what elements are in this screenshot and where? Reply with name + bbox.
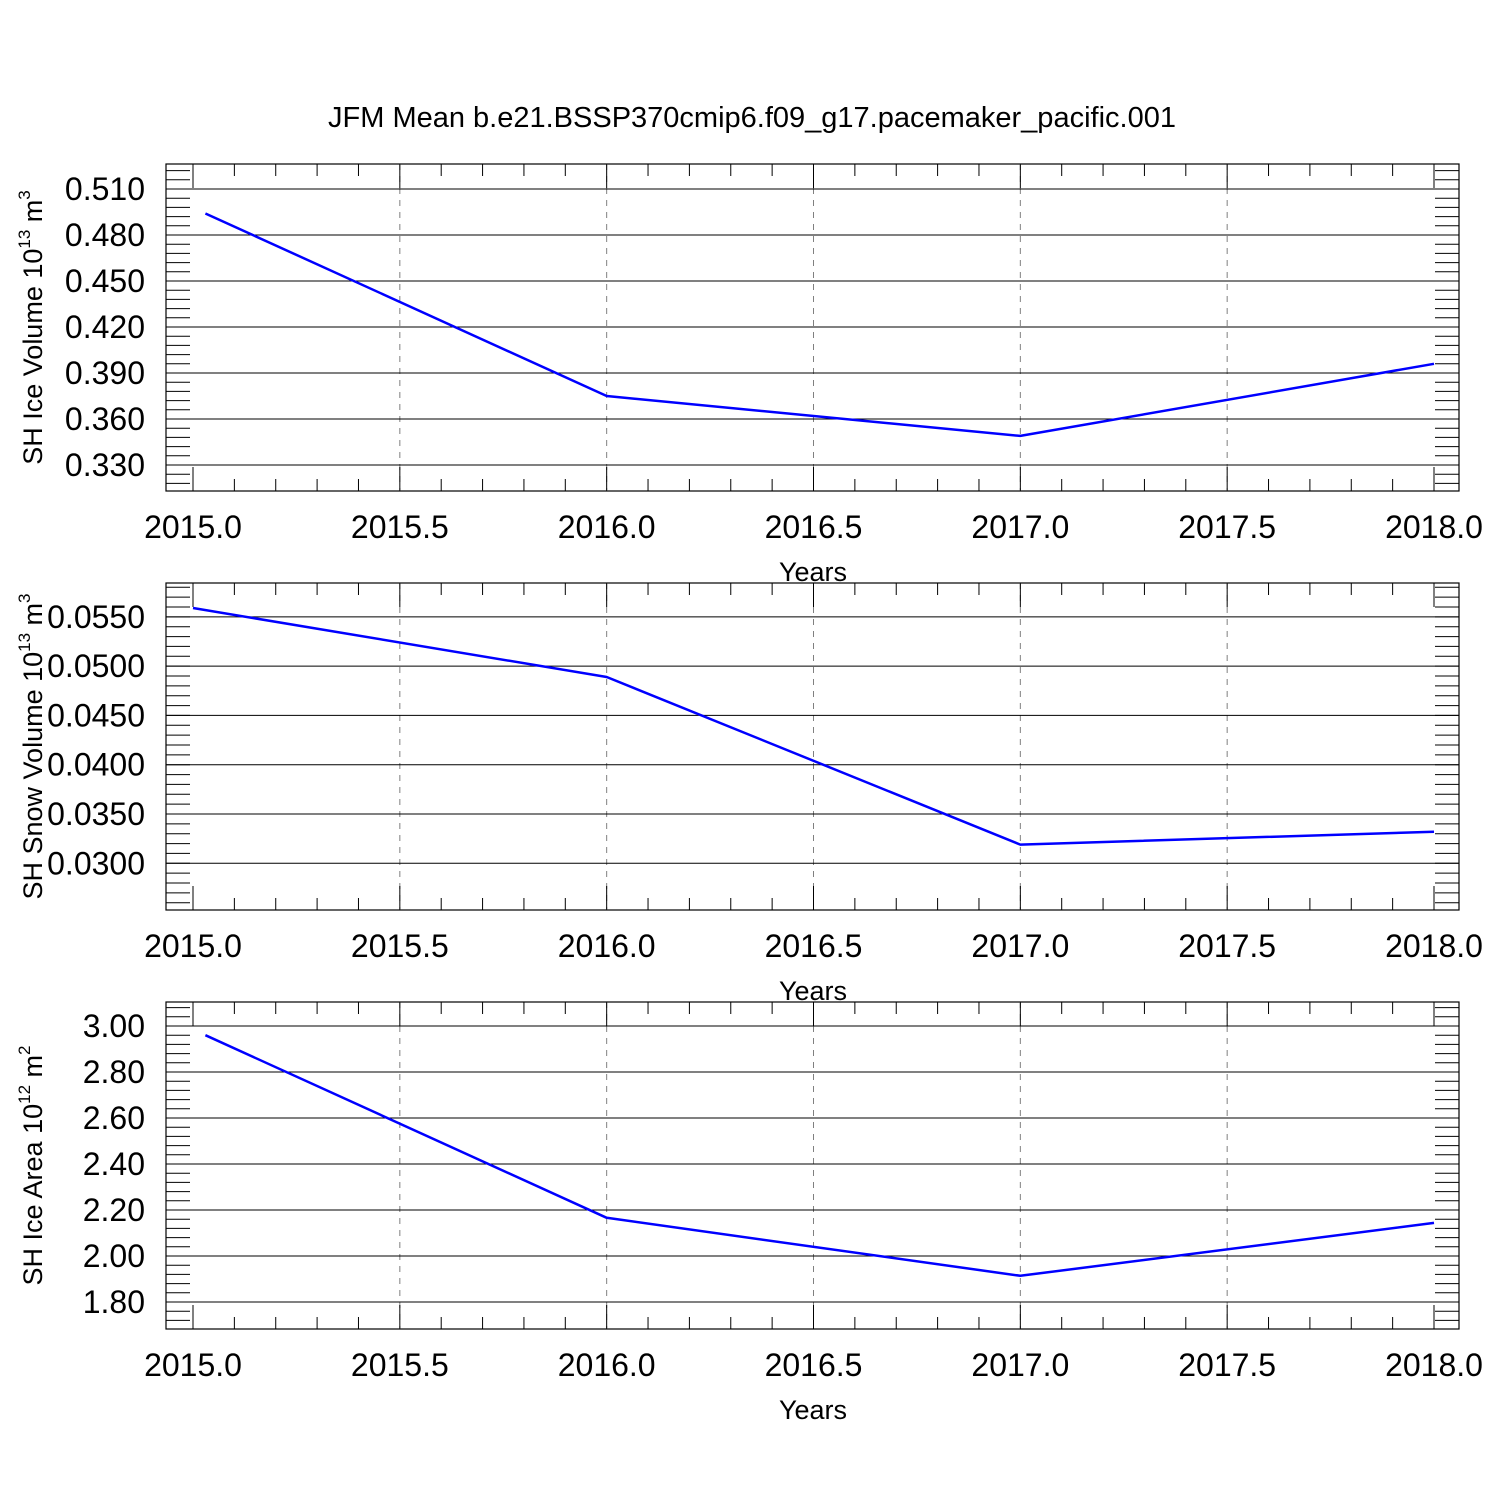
ice-volume-x-tick-label: 2016.5 (765, 509, 863, 545)
ice-volume-x-tick-label: 2017.0 (971, 509, 1069, 545)
snow-volume-frame (165, 582, 1460, 911)
snow-volume-x-tick-label: 2016.0 (558, 928, 656, 964)
ice-area-y-tick-label: 2.60 (83, 1100, 145, 1136)
panel-snow-volume: 2015.0 2015.5 2016.0 2016.5 2017.0 2017.5 2018… (15, 582, 1483, 1006)
ice-volume-y-tick-label: 0.330 (65, 447, 145, 483)
snow-volume-y-tick-label: 0.0550 (47, 599, 145, 635)
ice-area-x-tick-label: 2018.0 (1385, 1347, 1483, 1383)
ice-volume-y-tick-label: 0.480 (65, 217, 145, 253)
ice-area-y-tick-label: 2.00 (83, 1238, 145, 1274)
ice-volume-x-tick-label: 2018.0 (1385, 509, 1483, 545)
snow-volume-x-tick-label: 2017.0 (971, 928, 1069, 964)
ice-volume-y-axis-label: SH Ice Volume 1013 m3 (15, 190, 48, 465)
ice-volume-x-tick-label: 2016.0 (558, 509, 656, 545)
panel-ice-volume: 2015.0 2015.5 2016.0 2016.5 2017.0 2017.5 2018… (15, 163, 1483, 587)
snow-volume-y-axis-label: SH Snow Volume 1013 m3 (15, 593, 48, 899)
snow-volume-y-tick-label: 0.0350 (47, 796, 145, 832)
figure-title: JFM Mean b.e21.BSSP370cmip6.f09_g17.pace… (328, 102, 1176, 134)
ice-area-x-tick-label: 2015.0 (144, 1347, 242, 1383)
ice-volume-y-tick-label: 0.390 (65, 355, 145, 391)
snow-volume-x-tick-label: 2018.0 (1385, 928, 1483, 964)
ice-area-y-tick-label: 3.00 (83, 1008, 145, 1044)
ice-volume-x-tick-label: 2015.0 (144, 509, 242, 545)
ice-area-x-tick-label: 2016.0 (558, 1347, 656, 1383)
ice-area-x-tick-label: 2015.5 (351, 1347, 449, 1383)
snow-volume-x-tick-label: 2016.5 (765, 928, 863, 964)
ice-area-x-tick-label: 2016.5 (765, 1347, 863, 1383)
ice-area-x-tick-label: 2017.0 (971, 1347, 1069, 1383)
ice-area-x-axis-label: Years (779, 1395, 847, 1425)
ice-volume-x-axis-label: Years (779, 557, 847, 587)
snow-volume-series-line (192, 606, 1435, 846)
snow-volume-y-tick-label: 0.0400 (47, 747, 145, 783)
snow-volume-y-tick-label: 0.0500 (47, 648, 145, 684)
ice-volume-x-tick-label: 2017.5 (1178, 509, 1276, 545)
snow-volume-x-tick-label: 2017.5 (1178, 928, 1276, 964)
ice-volume-y-tick-label: 0.450 (65, 263, 145, 299)
ice-volume-x-tick-label: 2015.5 (351, 509, 449, 545)
ice-volume-y-tick-label: 0.360 (65, 401, 145, 437)
snow-volume-y-tick-label: 0.0450 (47, 697, 145, 733)
ice-area-y-tick-label: 2.80 (83, 1054, 145, 1090)
ice-volume-series-line (204, 212, 1435, 438)
ice-area-y-tick-label: 2.40 (83, 1146, 145, 1182)
ice-area-y-tick-label: 2.20 (83, 1192, 145, 1228)
snow-volume-x-tick-label: 2015.0 (144, 928, 242, 964)
snow-volume-y-tick-label: 0.0300 (47, 845, 145, 881)
panel-ice-area: 2015.0 2015.5 2016.0 2016.5 2017.0 2017.5 2018… (15, 1001, 1483, 1425)
ice-volume-y-tick-label: 0.420 (65, 309, 145, 345)
ice-area-y-axis-label: SH Ice Area 1012 m2 (15, 1046, 48, 1286)
ice-area-frame (165, 1001, 1460, 1330)
ice-area-series-line (204, 1034, 1435, 1278)
ice-area-y-tick-label: 1.80 (83, 1284, 145, 1320)
ice-area-x-tick-label: 2017.5 (1178, 1347, 1276, 1383)
snow-volume-x-axis-label: Years (779, 976, 847, 1006)
ice-volume-y-tick-label: 0.510 (65, 171, 145, 207)
snow-volume-x-tick-label: 2015.5 (351, 928, 449, 964)
